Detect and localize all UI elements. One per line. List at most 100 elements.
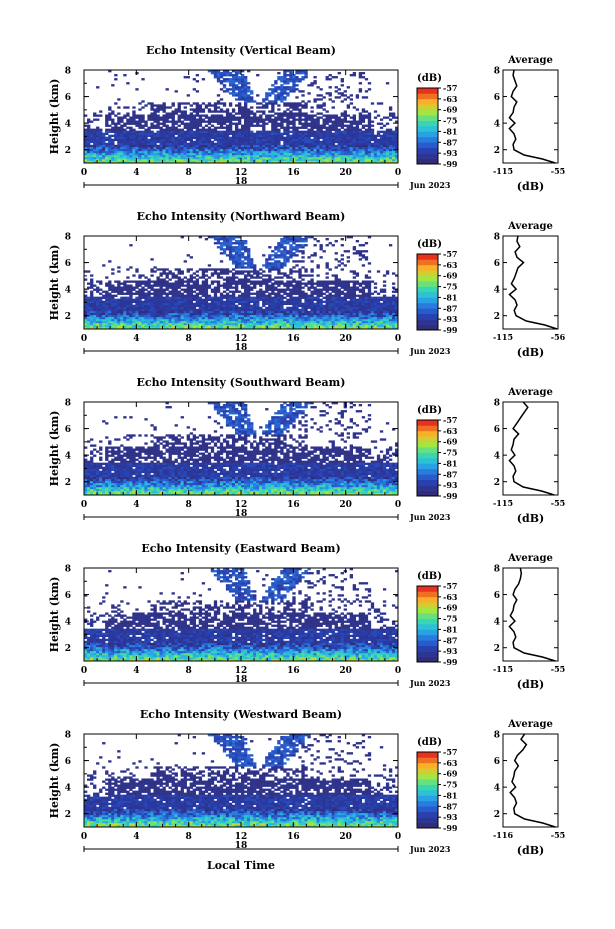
colorbar-tick-label: -63	[443, 758, 458, 768]
x-tick-label: 16	[287, 168, 300, 178]
heatmap-cells	[84, 734, 399, 828]
colorbar-tick-label: -87	[443, 801, 457, 811]
y-tick-label: 4	[65, 286, 71, 296]
x-tick-label: 12	[235, 500, 248, 510]
profile-x-tick-label: -55	[551, 830, 565, 840]
profile-y-tick-label: 2	[494, 644, 500, 654]
colorbar-tick-label: -87	[443, 137, 457, 147]
colorbar-tick-label: -81	[443, 458, 457, 468]
x-tick-label: 4	[133, 832, 139, 842]
colorbar	[416, 751, 439, 829]
y-tick-label: 4	[65, 784, 71, 794]
y-tick-label: 2	[65, 478, 71, 488]
colorbar-tick-label: -75	[443, 614, 457, 624]
x-tick-label: 16	[287, 334, 300, 344]
y-tick-label: 4	[65, 618, 71, 628]
y-tick-label: 8	[65, 233, 71, 243]
profile-y-tick-label: 2	[494, 146, 500, 156]
x-tick-label: 20	[339, 832, 352, 842]
colorbar-tick-label: -81	[443, 624, 457, 634]
x-tick-label: 0	[395, 832, 401, 842]
colorbar-tick-label: -63	[443, 592, 458, 602]
profile-frame	[502, 69, 559, 164]
colorbar-tick-label: -93	[443, 480, 458, 490]
colorbar-unit: (dB)	[417, 239, 442, 250]
profile-y-tick-label: 6	[494, 757, 500, 767]
x-tick-label: 8	[186, 666, 192, 676]
profile-line	[508, 69, 556, 164]
x-tick-label: 20	[339, 334, 352, 344]
panel-1: Echo Intensity (Northward Beam) 2 4 6 8 Heigh…	[48, 210, 566, 359]
profile-line	[509, 733, 556, 828]
heatmap-cells	[84, 236, 399, 330]
profile-y-tick-label: 8	[494, 731, 500, 741]
x-tick-label: 0	[395, 500, 401, 510]
profile-title: Average	[507, 719, 553, 730]
colorbar	[416, 585, 439, 663]
y-tick-label: 2	[65, 644, 71, 654]
x-tick-label: 4	[133, 334, 139, 344]
colorbar-tick-label: -69	[443, 769, 458, 779]
colorbar	[416, 253, 439, 331]
colorbar-tick-label: -81	[443, 790, 457, 800]
colorbar-tick-label: -57	[443, 581, 457, 591]
x-tick-label: 8	[186, 832, 192, 842]
colorbar-tick-label: -93	[443, 812, 458, 822]
colorbar-tick-label: -63	[443, 94, 458, 104]
profile-x-label: (dB)	[517, 844, 544, 857]
profile-title: Average	[507, 221, 553, 232]
x-tick-label: 0	[395, 334, 401, 344]
y-tick-label: 4	[65, 452, 71, 462]
x-tick-label: 0	[81, 334, 87, 344]
date-label: Jun 2023	[409, 346, 451, 356]
x-tick-label: 0	[81, 832, 87, 842]
y-tick-label: 2	[65, 146, 71, 156]
profile-y-tick-label: 4	[494, 452, 500, 462]
x-tick-label: 0	[81, 168, 87, 178]
x-tick-label: 20	[339, 168, 352, 178]
x-tick-label: 0	[81, 666, 87, 676]
x-tick-label: 20	[339, 500, 352, 510]
colorbar-unit: (dB)	[417, 73, 442, 84]
colorbar-tick-label: -63	[443, 426, 458, 436]
panel-title: Echo Intensity (Southward Beam)	[137, 376, 346, 389]
profile-y-tick-label: 6	[494, 93, 500, 103]
colorbar-tick-label: -69	[443, 105, 458, 115]
profile-y-tick-label: 6	[494, 425, 500, 435]
profile-x-tick-label: -56	[551, 332, 566, 342]
profile-y-tick-label: 8	[494, 233, 500, 243]
panel-2: Echo Intensity (Southward Beam) 2 4 6 8 Heigh…	[48, 376, 565, 525]
panel-title: Echo Intensity (Northward Beam)	[137, 210, 346, 223]
profile-y-tick-label: 8	[494, 67, 500, 77]
colorbar-tick-label: -63	[443, 260, 458, 270]
colorbar-tick-label: -57	[443, 83, 457, 93]
day-label: 18	[235, 841, 248, 851]
colorbar-unit: (dB)	[417, 737, 442, 748]
y-axis-label: Height (km)	[48, 411, 61, 487]
colorbar-tick-label: -99	[443, 325, 458, 335]
colorbar-unit: (dB)	[417, 571, 442, 582]
y-tick-label: 6	[65, 757, 71, 767]
profile-x-tick-label: -55	[551, 166, 565, 176]
y-tick-label: 4	[65, 120, 71, 130]
x-tick-label: 16	[287, 832, 300, 842]
x-tick-label: 0	[395, 168, 401, 178]
profile-y-tick-label: 8	[494, 399, 500, 409]
colorbar-tick-label: -93	[443, 148, 458, 158]
y-axis-label: Height (km)	[48, 245, 61, 321]
x-tick-label: 0	[395, 666, 401, 676]
colorbar-tick-label: -93	[443, 314, 458, 324]
x-tick-label: 8	[186, 334, 192, 344]
profile-frame	[502, 733, 559, 828]
y-tick-label: 8	[65, 67, 71, 77]
profile-y-tick-label: 4	[494, 784, 500, 794]
heatmap-cells	[84, 402, 399, 496]
profile-y-tick-label: 6	[494, 591, 500, 601]
panel-0: Echo Intensity (Vertical Beam) 2 4 6 8 Height…	[48, 44, 565, 193]
profile-x-label: (dB)	[517, 346, 544, 359]
colorbar-tick-label: -75	[443, 448, 457, 458]
y-tick-label: 6	[65, 93, 71, 103]
profile-y-tick-label: 2	[494, 478, 500, 488]
profile-x-tick-label: -55	[551, 664, 565, 674]
